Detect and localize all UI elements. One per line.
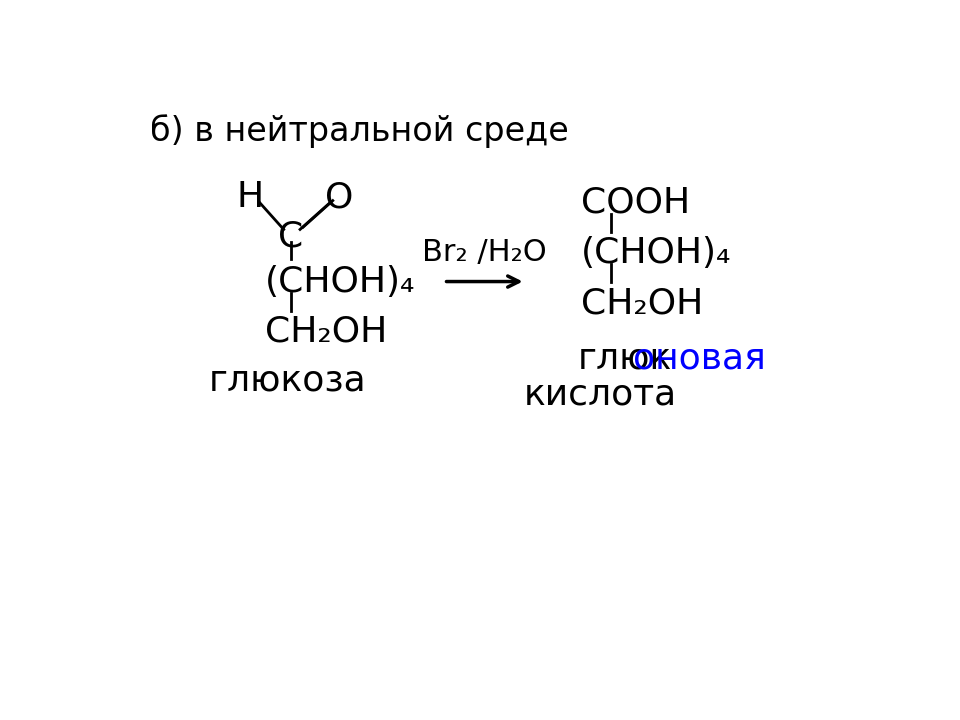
Text: CH₂OH: CH₂OH: [581, 287, 704, 320]
Text: глюкоза: глюкоза: [208, 363, 366, 397]
Text: (CHOH)₄: (CHOH)₄: [265, 264, 416, 299]
Text: CH₂OH: CH₂OH: [265, 315, 387, 348]
Text: (CHOH)₄: (CHOH)₄: [581, 235, 732, 270]
Text: оновая: оновая: [633, 341, 765, 375]
Text: C: C: [278, 219, 303, 253]
Text: кислота: кислота: [523, 377, 677, 411]
Text: глюк: глюк: [578, 341, 672, 375]
Text: H: H: [236, 180, 264, 215]
Text: COOH: COOH: [581, 186, 690, 220]
Text: O: O: [325, 180, 353, 215]
Text: б) в нейтральной среде: б) в нейтральной среде: [150, 114, 568, 148]
Text: Br₂ /H₂O: Br₂ /H₂O: [422, 238, 547, 266]
